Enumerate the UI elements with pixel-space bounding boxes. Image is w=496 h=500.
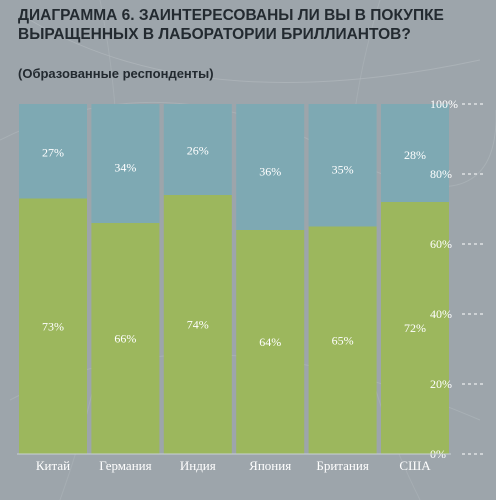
data-label-lower: 66%	[114, 332, 136, 346]
bar-segment-lower	[381, 202, 449, 454]
bar-segment-lower	[236, 230, 305, 454]
bar-segment-upper	[19, 104, 87, 199]
data-label-lower: 73%	[42, 319, 64, 333]
category-label: Китай	[36, 458, 70, 473]
y-tick-label: 80%	[430, 167, 452, 181]
data-label-upper: 35%	[332, 163, 354, 177]
data-label-upper: 34%	[114, 160, 136, 174]
category-label: Индия	[180, 458, 216, 473]
category-label: Британия	[316, 458, 368, 473]
bar-segment-upper	[236, 104, 305, 230]
chart-title: ДИАГРАММА 6. ЗАИНТЕРЕСОВАНЫ ЛИ ВЫ В ПОКУ…	[18, 7, 444, 43]
y-tick-label: 20%	[430, 377, 452, 391]
bar-segment-upper	[308, 104, 377, 227]
data-label-upper: 28%	[404, 148, 426, 162]
bar-segment-upper	[91, 104, 160, 223]
y-tick-label: 100%	[430, 97, 458, 111]
bar-segment-lower	[163, 195, 232, 454]
data-label-upper: 27%	[42, 146, 64, 160]
category-label: Япония	[249, 458, 291, 473]
y-tick-label: 60%	[430, 237, 452, 251]
data-label-upper: 36%	[259, 165, 281, 179]
category-label: Германия	[99, 458, 151, 473]
bar-segment-upper	[163, 104, 232, 195]
data-label-upper: 26%	[187, 144, 209, 158]
bar-segment-lower	[19, 198, 87, 454]
bar-segment-lower	[91, 223, 160, 454]
bar-segment-lower	[308, 226, 377, 454]
data-label-lower: 64%	[259, 335, 281, 349]
y-tick-label: 40%	[430, 307, 452, 321]
data-label-lower: 74%	[187, 318, 209, 332]
data-label-lower: 65%	[332, 333, 354, 347]
data-label-lower: 72%	[404, 321, 426, 335]
category-label: США	[399, 458, 431, 473]
bar-segment-upper	[381, 104, 449, 202]
chart-subtitle: (Образованные респонденты)	[18, 66, 214, 81]
